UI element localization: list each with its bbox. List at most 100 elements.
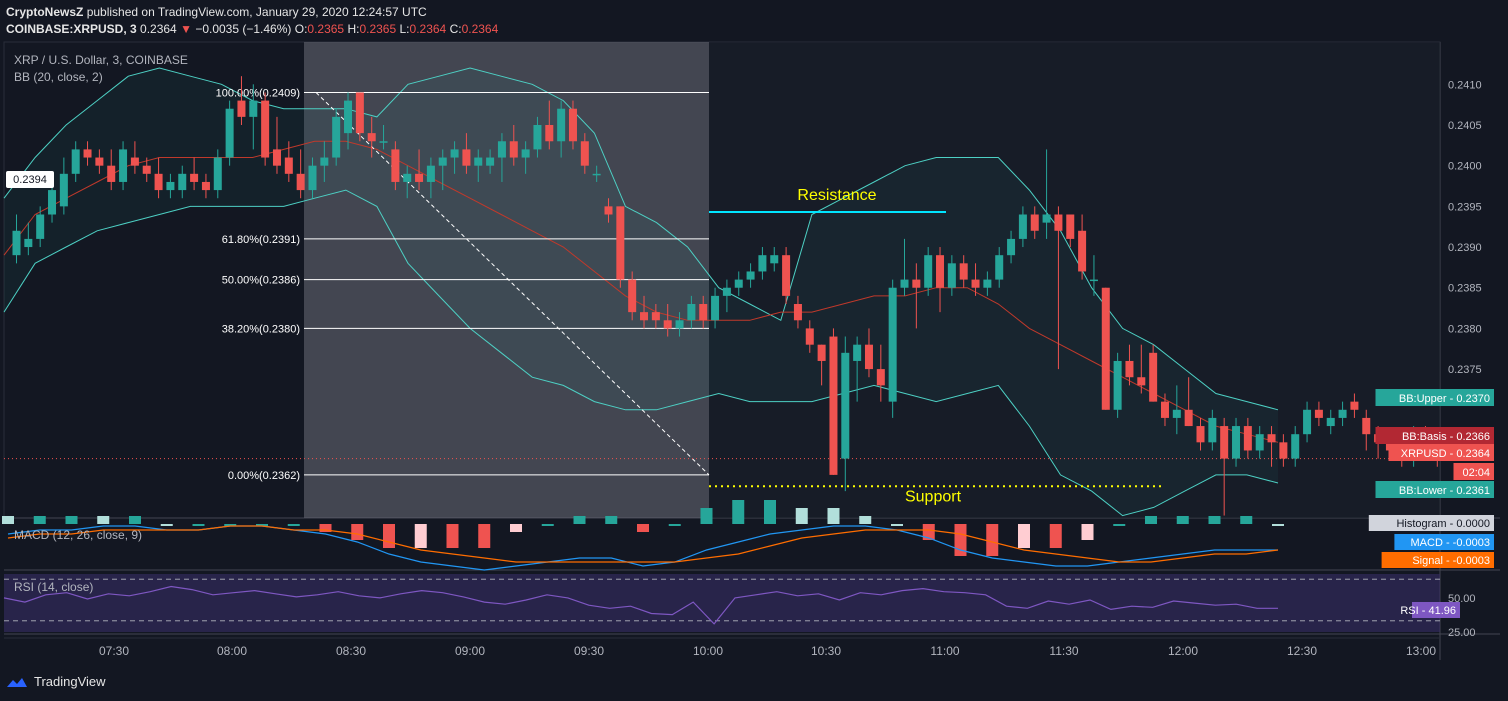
publish-date: published on TradingView.com, January 29… [86,5,427,19]
x-tick-label: 09:00 [455,644,485,658]
macd-histogram-bar [446,524,459,548]
fib-label: 0.00%(0.2362) [228,470,300,482]
candle-body [533,124,542,150]
candle-body [853,344,862,361]
macd-histogram-bar [732,500,745,524]
macd-histogram-bar [827,508,840,524]
candle-body [1255,434,1264,451]
candle-body [1089,279,1098,282]
macd-histogram-bar [637,524,649,532]
candle-body [604,206,613,215]
candle-body [1042,214,1051,223]
candle-body [640,312,649,321]
candle-body [1291,434,1300,459]
candle-body [59,173,68,207]
macd-histogram-bar [605,516,618,524]
candle-body [829,336,838,475]
rsi-background [4,574,1440,632]
candle-body [497,141,506,158]
x-tick-label: 11:00 [930,644,959,658]
close-label: C: [449,22,462,36]
bb-lower-line [3,189,1279,517]
macd-tag-label: Signal - -0.0003 [1412,555,1490,567]
y-tick-label: 0.2375 [1448,364,1482,376]
macd-histogram-bar [1018,524,1030,548]
candle-body [983,279,992,288]
macd-histogram-bar [383,524,395,548]
candle-body [568,108,577,142]
macd-histogram-bar [573,516,586,524]
candle-body [1362,417,1371,435]
candle-body [711,295,720,321]
candle-body [450,149,459,158]
low-value: 0.2364 [409,22,447,36]
price-scale-tag [1375,427,1494,444]
candle-body [190,173,199,182]
candle-body [296,173,305,191]
candle-body [130,157,139,166]
macd-histogram-bar [1176,516,1189,524]
candle-body [12,230,21,256]
candle-body [782,255,791,296]
x-tick-label: 08:30 [336,644,366,658]
tradingview-logo[interactable]: TradingView [6,674,106,689]
candle-body [95,157,104,166]
macd-tag-label: Histogram - 0.0000 [1396,518,1490,530]
macd-histogram-bar [1113,524,1126,526]
macd-histogram-bar [954,524,967,556]
candle-body [1078,230,1087,272]
candle-body [947,263,956,288]
high-label: H: [347,22,360,36]
candle-body [261,100,270,158]
candle-body [1208,417,1217,443]
last-price: 0.2364 [140,22,177,36]
candle-body [1303,409,1312,435]
candle-body [272,149,281,166]
left-price-tag-label: 0.2394 [13,174,47,186]
fib-trend-line [315,92,710,476]
candle-body [332,116,341,158]
candle-body [758,255,767,272]
macd-histogram-bar [1145,516,1157,524]
candle-body [1279,442,1288,459]
candle-body [817,344,826,361]
candle-body [154,173,163,191]
price-scale-tag-label: XRPUSD - 0.2364 [1401,448,1490,460]
candle-body [1196,426,1205,443]
x-tick-label: 12:30 [1287,644,1317,658]
signal-line [7,525,1279,563]
macd-tag [1381,552,1494,568]
high-value: 0.2365 [359,22,397,36]
fib-label: 38.20%(0.2380) [222,323,300,335]
price-scale-tag [1375,389,1494,406]
macd-histogram-bar [1240,516,1253,524]
rsi-level-label: 25.00 [1448,627,1476,639]
candle-body [1066,214,1075,239]
candle-body [1054,214,1063,231]
candle-body [83,149,92,158]
candle-body [1314,409,1323,418]
main-pane-title: XRP / U.S. Dollar, 3, COINBASE [14,53,188,67]
macd-histogram-bar [414,524,427,548]
candle-body [1232,426,1241,459]
publisher-name: CryptoNewsZ [6,5,84,19]
y-tick-label: 0.2380 [1448,323,1482,335]
macd-histogram-bar [922,524,935,540]
candle-body [770,255,779,264]
fib-label: 100.00%(0.2409) [216,87,300,99]
candle-body [462,149,471,166]
y-tick-label: 0.2395 [1448,201,1482,213]
candle-body [924,255,933,288]
candle-body [178,173,187,191]
candle-body [864,344,873,370]
x-tick-label: 13:00 [1406,644,1436,658]
candle-body [1243,426,1252,451]
candle-body [888,287,897,402]
bb-basis-line [3,140,1279,443]
candle-body [71,149,80,174]
candle-body [426,165,435,182]
candle-body [438,157,447,166]
candle-body [284,157,293,174]
candle-body [746,271,755,280]
